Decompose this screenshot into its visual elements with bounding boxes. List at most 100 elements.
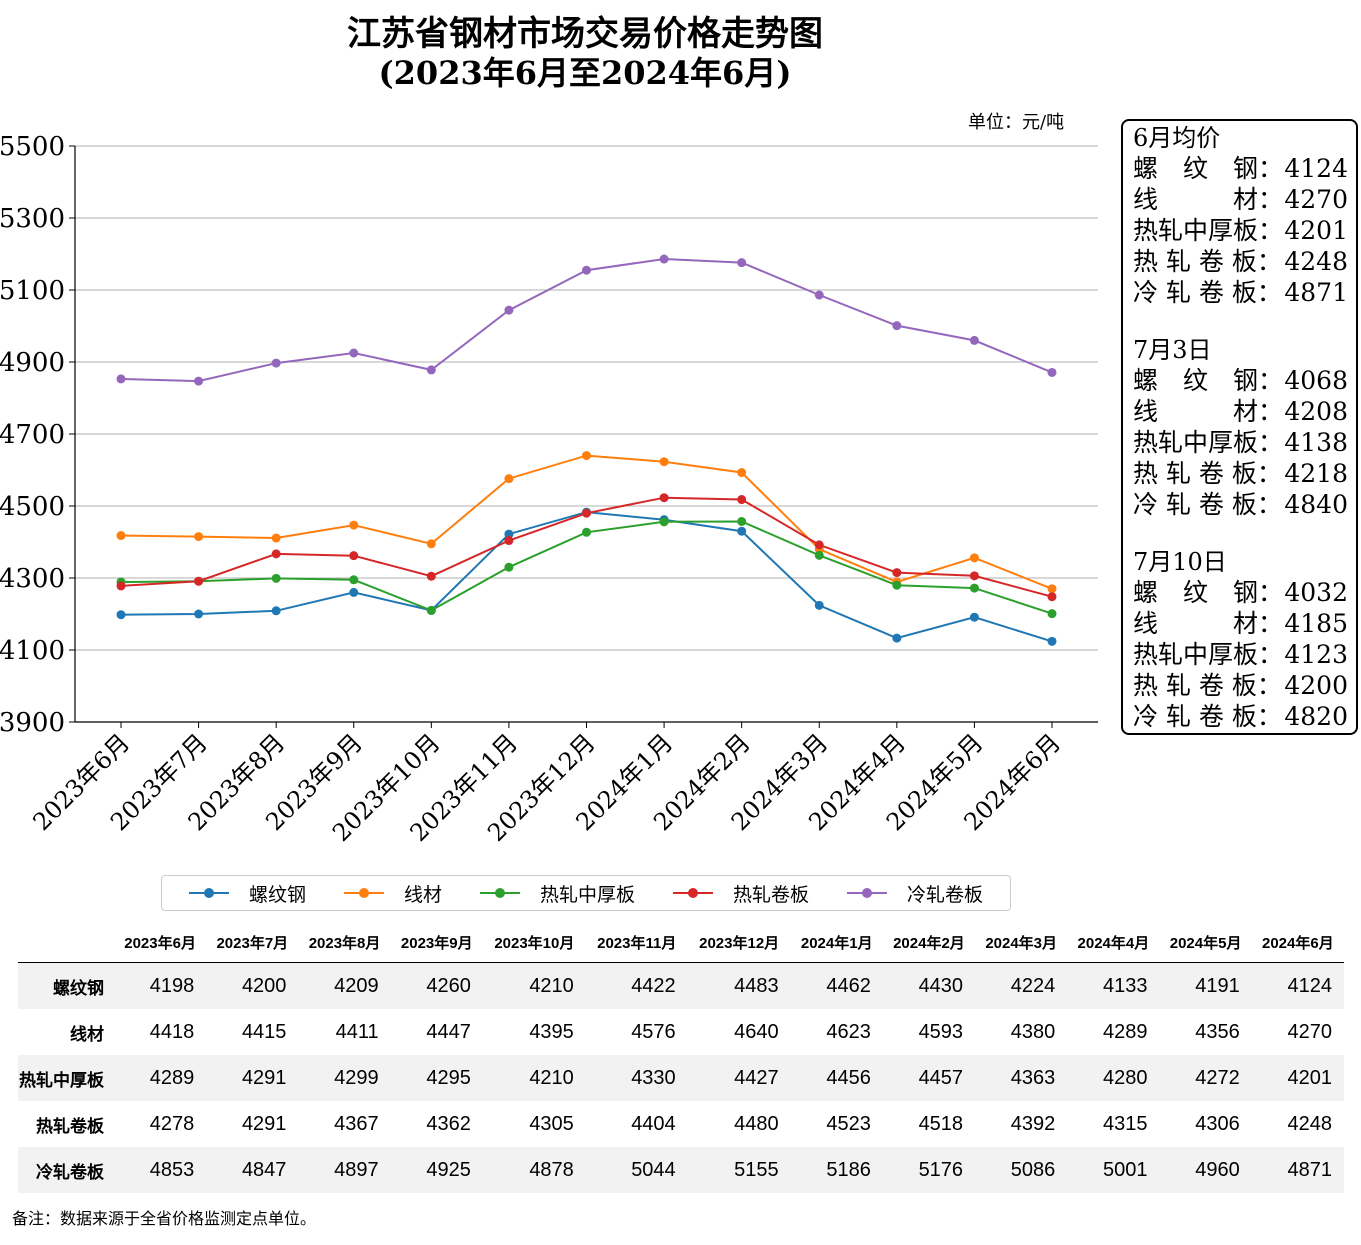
info-label: 螺 纹 钢： xyxy=(1133,366,1284,395)
table-cell: 4210 xyxy=(529,974,574,997)
data-point xyxy=(116,610,126,620)
data-point xyxy=(504,474,514,484)
legend-swatch xyxy=(672,886,713,900)
info-row: 线 材： 4185 xyxy=(1133,608,1348,639)
legend-swatch xyxy=(479,886,520,900)
table-column-header: 2024年3月 xyxy=(975,922,1068,963)
info-label: 冷 轧 卷 板： xyxy=(1133,490,1282,519)
data-point xyxy=(504,305,514,315)
data-point xyxy=(271,358,281,368)
data-point xyxy=(194,576,204,586)
data-point xyxy=(659,254,669,264)
data-point xyxy=(814,600,824,610)
table-column-header: 2024年6月 xyxy=(1251,922,1344,963)
data-point xyxy=(582,451,591,461)
info-row: 冷 轧 卷 板： 4820 xyxy=(1133,701,1348,732)
info-row: 热 轧 卷 板： 4200 xyxy=(1133,670,1348,701)
data-point xyxy=(892,580,902,590)
info-value: 4201 xyxy=(1284,216,1348,245)
info-row: 冷 轧 卷 板： 4840 xyxy=(1133,489,1348,520)
info-row: 螺 纹 钢： 4032 xyxy=(1133,577,1348,608)
info-value: 4185 xyxy=(1284,609,1348,638)
data-point xyxy=(349,551,359,561)
info-row: 螺 纹 钢： 4124 xyxy=(1133,153,1348,184)
data-point xyxy=(116,531,126,541)
table-cell: 4295 xyxy=(426,1066,471,1089)
table-cell: 4272 xyxy=(1195,1066,1240,1089)
ytick-label: 5300 xyxy=(0,204,65,234)
legend-swatch xyxy=(343,886,384,900)
info-label: 冷 轧 卷 板： xyxy=(1133,702,1282,731)
data-point xyxy=(271,606,281,616)
info-label: 热 轧 卷 板： xyxy=(1133,671,1282,700)
table-cell: 4330 xyxy=(631,1066,676,1089)
table-cell: 4209 xyxy=(334,974,379,997)
info-row: 线 材： 4270 xyxy=(1133,184,1348,215)
table-row: 线材 4418 4415 4411 4447 4395 4576 4640 4623 4593 43… xyxy=(18,1009,1344,1055)
table-cell: 4640 xyxy=(734,1020,779,1043)
table-cell: 4291 xyxy=(241,1066,287,1089)
table-cell: 4878 xyxy=(529,1158,574,1181)
price-data-table: 2023年6月 2023年7月 2023年8月 2023年9月 2023年10月 2023… xyxy=(18,922,1344,1193)
table-cell: 4362 xyxy=(426,1112,471,1135)
table-cell: 4960 xyxy=(1195,1158,1240,1181)
table-cell: 5001 xyxy=(1103,1158,1148,1181)
table-cell: 4415 xyxy=(241,1020,287,1043)
table-cell: 4133 xyxy=(1103,974,1148,997)
table-row-header: 线材 xyxy=(70,1024,104,1045)
data-point xyxy=(659,457,669,467)
data-point xyxy=(814,550,824,560)
table-cell: 4925 xyxy=(426,1158,471,1181)
table-cell: 4462 xyxy=(826,974,871,997)
info-row: 线 材： 4208 xyxy=(1133,396,1348,427)
data-point xyxy=(1047,592,1057,602)
data-point xyxy=(1047,367,1057,377)
table-cell: 5176 xyxy=(918,1158,964,1181)
ytick-label: 5100 xyxy=(0,276,65,306)
table-cell: 4289 xyxy=(149,1066,195,1089)
info-label: 热轧中厚板： xyxy=(1133,640,1284,669)
info-value: 4820 xyxy=(1284,702,1348,731)
ytick-label: 4100 xyxy=(0,636,65,666)
table-row-header: 螺纹钢 xyxy=(53,978,104,999)
table-cell: 4280 xyxy=(1103,1066,1148,1089)
info-label: 热 轧 卷 板： xyxy=(1133,247,1282,276)
info-value: 4123 xyxy=(1284,640,1348,669)
table-cell: 4853 xyxy=(149,1158,195,1181)
table-row: 热轧卷板 4278 4291 4367 4362 4305 4404 4480 4523 4518… xyxy=(18,1101,1344,1147)
legend-item: 螺纹钢 xyxy=(188,880,306,907)
info-row: 热轧中厚板： 4201 xyxy=(1133,215,1348,246)
data-point xyxy=(1047,636,1057,646)
info-heading: 6月均价 xyxy=(1133,124,1221,152)
table-cell: 4411 xyxy=(335,1020,379,1043)
info-value: 4270 xyxy=(1284,185,1348,214)
data-point xyxy=(814,290,824,300)
info-row: 热轧中厚板： 4138 xyxy=(1133,427,1348,458)
info-label: 热轧中厚板： xyxy=(1133,216,1284,245)
info-value: 4840 xyxy=(1284,490,1348,519)
table-cell: 4395 xyxy=(529,1020,574,1043)
chart-title: 江苏省钢材市场交易价格走势图 xyxy=(347,14,823,54)
data-point xyxy=(194,609,204,619)
table-cell: 4457 xyxy=(918,1066,964,1089)
table-column-header: 2023年9月 xyxy=(390,922,483,963)
table-cell: 4456 xyxy=(826,1066,871,1089)
data-point xyxy=(582,527,591,537)
data-point xyxy=(349,348,359,358)
axes xyxy=(69,145,1098,728)
table-cell: 4278 xyxy=(149,1112,195,1135)
table-body: 螺纹钢 4198 4200 4209 4260 4210 4422 4483 4462 4430 4… xyxy=(18,962,1344,1193)
table-cell: 4260 xyxy=(426,974,471,997)
table-cell: 4367 xyxy=(334,1112,379,1135)
data-point xyxy=(737,516,747,526)
data-point xyxy=(659,517,669,527)
table-row: 热轧中厚板 4289 4291 4299 4295 4210 4330 4427 4456 445… xyxy=(18,1055,1344,1101)
table-cell: 5155 xyxy=(734,1158,779,1181)
ytick-label: 3900 xyxy=(0,708,65,738)
info-row: 热 轧 卷 板： 4218 xyxy=(1133,458,1348,489)
data-point xyxy=(814,540,824,550)
data-point xyxy=(737,468,747,478)
legend-item: 冷轧卷板 xyxy=(846,880,983,907)
data-point xyxy=(504,536,514,546)
info-label: 热 轧 卷 板： xyxy=(1133,459,1282,488)
